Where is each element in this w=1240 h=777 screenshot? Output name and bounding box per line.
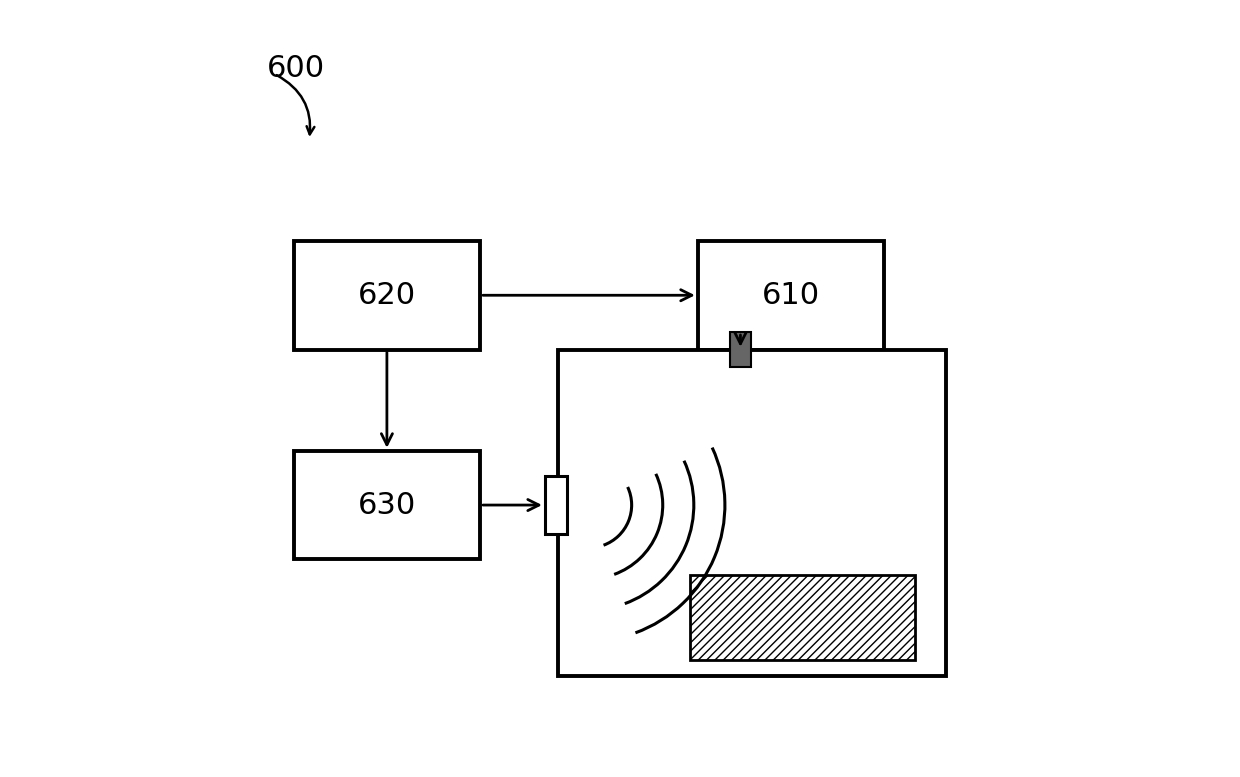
Bar [558, 350, 946, 676]
Text: 610: 610 [761, 280, 820, 310]
Text: 600: 600 [267, 54, 325, 83]
Bar [698, 241, 884, 350]
Text: 630: 630 [358, 490, 417, 520]
Bar [544, 476, 567, 535]
Text: 620: 620 [358, 280, 415, 310]
Bar [294, 241, 480, 350]
Bar [689, 575, 915, 660]
Bar [294, 451, 480, 559]
Bar [729, 332, 751, 367]
